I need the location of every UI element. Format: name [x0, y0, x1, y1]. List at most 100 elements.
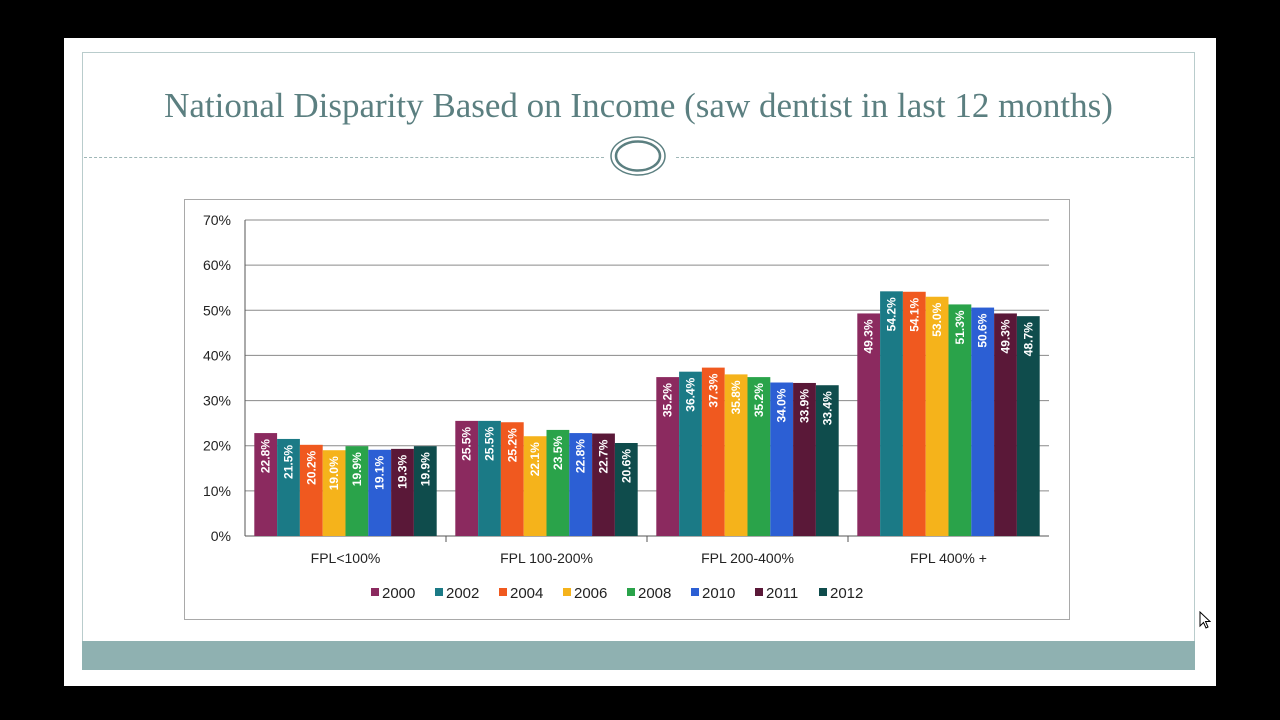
y-tick-label: 0%: [211, 528, 231, 544]
legend-swatch: [627, 588, 635, 596]
bar-value-label: 51.3%: [953, 310, 967, 344]
bar-value-label: 22.1%: [528, 442, 542, 476]
bar: [679, 371, 702, 536]
bar: [523, 436, 547, 536]
legend-label: 2002: [446, 585, 479, 602]
bar: [656, 377, 680, 536]
legend-label: 2000: [382, 585, 415, 602]
bar-value-label: 25.5%: [483, 427, 497, 461]
bar: [254, 433, 278, 536]
y-tick-label: 60%: [203, 257, 231, 273]
bar: [971, 307, 995, 536]
bar: [793, 382, 816, 536]
legend-swatch: [563, 588, 571, 596]
bar-value-label: 25.5%: [460, 427, 474, 461]
bar: [1016, 316, 1040, 536]
bar-value-label: 20.6%: [619, 449, 633, 483]
bar: [994, 313, 1017, 536]
bar: [500, 422, 524, 536]
bar-value-label: 25.2%: [505, 428, 519, 462]
bar: [592, 433, 615, 536]
bar: [322, 450, 346, 536]
x-category-label: FPL 200-400%: [701, 550, 794, 566]
bar-value-label: 49.3%: [999, 319, 1013, 353]
bar: [546, 429, 570, 536]
y-tick-label: 10%: [203, 483, 231, 499]
bar: [724, 374, 748, 536]
x-category-label: FPL 400% +: [910, 550, 987, 566]
bar: [299, 444, 323, 536]
bar-value-label: 33.4%: [820, 391, 834, 425]
bar-value-label: 22.7%: [597, 439, 611, 473]
bar-value-label: 19.3%: [396, 455, 410, 489]
bar-value-label: 23.5%: [551, 436, 565, 470]
slide: National Disparity Based on Income (saw …: [64, 38, 1216, 686]
legend-label: 2008: [638, 585, 671, 602]
y-tick-label: 20%: [203, 438, 231, 454]
bar-value-label: 37.3%: [706, 373, 720, 407]
footer-band: [82, 641, 1195, 670]
legend-swatch: [819, 588, 827, 596]
legend-swatch: [499, 588, 507, 596]
bar-value-label: 49.3%: [862, 319, 876, 353]
legend-label: 2011: [766, 585, 798, 602]
oval-ornament-icon: [610, 136, 666, 176]
legend-label: 2010: [702, 585, 735, 602]
bar: [478, 420, 501, 536]
bar-value-label: 35.2%: [752, 383, 766, 417]
legend-swatch: [691, 588, 699, 596]
arrow-cursor-icon: [1199, 611, 1211, 629]
bar-value-label: 54.1%: [907, 297, 921, 331]
bar: [770, 382, 794, 536]
title-divider-right: [676, 157, 1194, 158]
bar: [391, 448, 414, 536]
bar: [925, 296, 949, 536]
bar-value-label: 20.2%: [304, 450, 318, 484]
bar-value-label: 21.5%: [282, 445, 296, 479]
legend-swatch: [755, 588, 763, 596]
title-divider-left: [84, 157, 604, 158]
bar: [614, 443, 638, 536]
bar: [277, 438, 300, 536]
bar-value-label: 35.8%: [729, 380, 743, 414]
legend-label: 2004: [510, 585, 543, 602]
bar-value-label: 35.2%: [661, 383, 675, 417]
bar-value-label: 54.2%: [885, 297, 899, 331]
bar-value-label: 50.6%: [976, 313, 990, 347]
bar-value-label: 48.7%: [1021, 322, 1035, 356]
bar: [747, 377, 771, 536]
bar-value-label: 19.9%: [418, 452, 432, 486]
bar-value-label: 34.0%: [775, 388, 789, 422]
bar-value-label: 19.0%: [327, 456, 341, 490]
bar-value-label: 22.8%: [259, 439, 273, 473]
bar: [857, 313, 881, 536]
bar: [815, 385, 839, 536]
y-tick-label: 30%: [203, 393, 231, 409]
bar-value-label: 19.1%: [373, 455, 387, 489]
bar-value-label: 53.0%: [930, 302, 944, 336]
bar: [455, 420, 479, 536]
slide-title: National Disparity Based on Income (saw …: [164, 86, 1113, 125]
bar: [902, 291, 926, 536]
bar: [569, 433, 593, 536]
y-tick-label: 40%: [203, 347, 231, 363]
bar-value-label: 19.9%: [350, 452, 364, 486]
bar: [345, 446, 369, 536]
legend-swatch: [371, 588, 379, 596]
bar-chart: 0% 10% 20% 30% 40% 50% 60% 70% 22.8% 21.5% 20.2% 19…: [203, 212, 1049, 602]
bar: [368, 449, 392, 536]
bar-value-label: 22.8%: [574, 439, 588, 473]
x-category-label: FPL 100-200%: [500, 550, 593, 566]
legend-label: 2006: [574, 585, 607, 602]
legend-swatch: [435, 588, 443, 596]
y-tick-label: 70%: [203, 212, 231, 228]
x-category-label: FPL<100%: [311, 550, 381, 566]
chart-container: 0% 10% 20% 30% 40% 50% 60% 70% 22.8% 21.5% 20.2% 19…: [184, 199, 1070, 620]
bar-value-label: 33.9%: [798, 389, 812, 423]
bar: [948, 304, 972, 536]
bar: [880, 291, 903, 536]
y-tick-label: 50%: [203, 302, 231, 318]
bar-value-label: 36.4%: [684, 377, 698, 411]
legend-label: 2012: [830, 585, 863, 602]
bar: [413, 446, 437, 536]
